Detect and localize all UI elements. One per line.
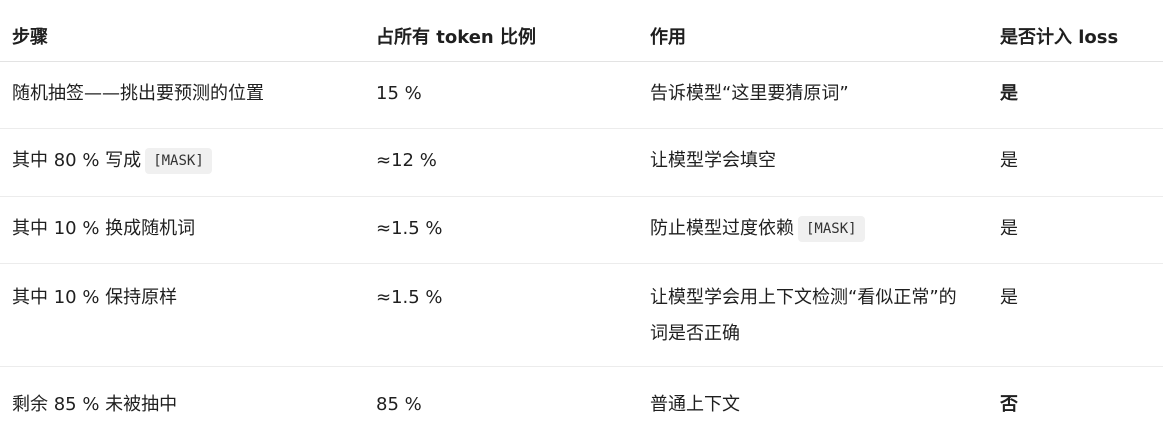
- header-loss: 是否计入 loss: [1000, 27, 1119, 48]
- cell-ratio: ≈1.5 %: [376, 218, 443, 239]
- cell-purpose: 让模型学会用上下文检测“看似正常”的词是否正确: [650, 287, 957, 344]
- cell-purpose-text: 防止模型过度依赖: [650, 218, 794, 239]
- header-step: 步骤: [12, 27, 48, 48]
- cell-purpose: 让模型学会填空: [650, 150, 776, 171]
- cell-purpose: 告诉模型“这里要猜原词”: [650, 83, 849, 104]
- cell-loss: 是: [1000, 218, 1018, 239]
- cell-ratio: ≈1.5 %: [376, 287, 443, 308]
- cell-step: 随机抽签——挑出要预测的位置: [12, 83, 264, 104]
- cell-ratio: 85 %: [376, 394, 422, 415]
- table-row: 其中 10 % 换成随机词 ≈1.5 % 防止模型过度依赖 [MASK] 是: [0, 197, 1163, 264]
- mask-token-code: [MASK]: [798, 216, 865, 242]
- cell-ratio: ≈12 %: [376, 150, 437, 171]
- cell-loss: 否: [1000, 394, 1018, 415]
- mask-token-code: [MASK]: [145, 148, 212, 174]
- cell-step: 其中 80 % 写成 [MASK]: [0, 129, 364, 196]
- table-row: 剩余 85 % 未被抽中 85 % 普通上下文 否: [0, 367, 1163, 444]
- cell-step-text: 其中 80 % 写成: [12, 150, 142, 171]
- cell-step: 剩余 85 % 未被抽中: [12, 394, 178, 415]
- cell-loss: 是: [1000, 150, 1018, 171]
- cell-step: 其中 10 % 换成随机词: [12, 218, 196, 239]
- cell-loss: 是: [1000, 287, 1018, 308]
- cell-step: 其中 10 % 保持原样: [12, 287, 178, 308]
- cell-purpose: 防止模型过度依赖 [MASK]: [638, 197, 988, 263]
- cell-ratio: 15 %: [376, 83, 422, 104]
- table-row: 其中 10 % 保持原样 ≈1.5 % 让模型学会用上下文检测“看似正常”的词是…: [0, 264, 1163, 367]
- table-header: 步骤 占所有 token 比例 作用 是否计入 loss: [0, 0, 1163, 62]
- header-ratio: 占所有 token 比例: [376, 27, 537, 48]
- cell-loss: 是: [1000, 83, 1018, 104]
- table-row: 其中 80 % 写成 [MASK] ≈12 % 让模型学会填空 是: [0, 129, 1163, 197]
- cell-purpose: 普通上下文: [650, 394, 740, 415]
- header-purpose: 作用: [650, 27, 686, 48]
- table-row: 随机抽签——挑出要预测的位置 15 % 告诉模型“这里要猜原词” 是: [0, 62, 1163, 129]
